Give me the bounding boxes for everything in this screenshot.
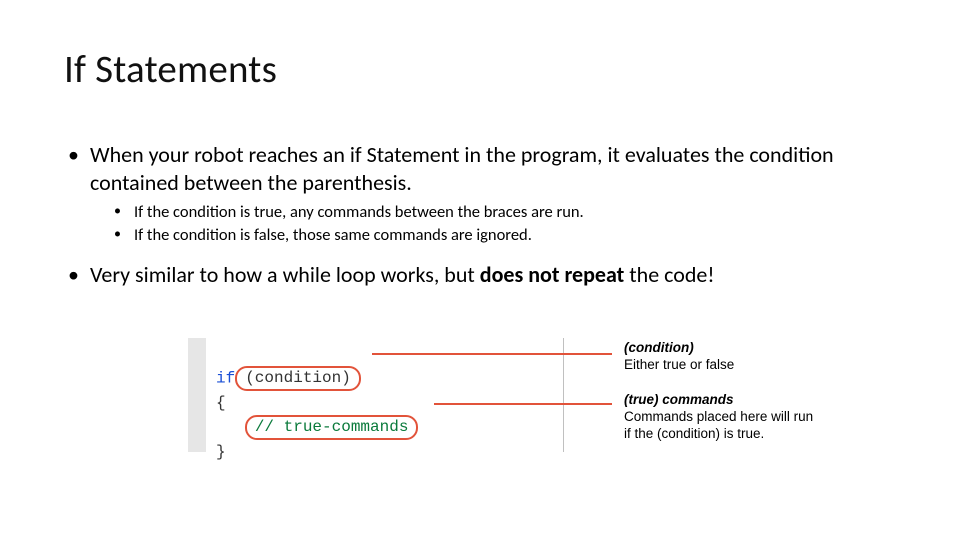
bullet-2-pre: Very similar to how a while loop works, … — [90, 261, 480, 288]
code-diagram: if(condition) { // true-commands } (cond… — [188, 338, 860, 468]
bullet-1: When your robot reaches an if Statement … — [64, 141, 896, 247]
bullet-2: Very similar to how a while loop works, … — [64, 261, 896, 289]
connector-commands — [434, 403, 612, 405]
bullet-1-sublist: If the condition is true, any commands b… — [90, 202, 896, 247]
annotation-commands-body1: Commands placed here will run — [624, 409, 813, 426]
annotation-condition-body: Either true or false — [624, 357, 734, 374]
code-close-brace: } — [216, 443, 226, 461]
bullet-2-bold: does not repeat — [480, 261, 625, 288]
code-condition-pill: (condition) — [235, 366, 361, 391]
code-commands-pill: // true-commands — [245, 415, 419, 440]
annotation-commands: (true) commands Commands placed here wil… — [624, 392, 813, 443]
annotation-commands-head: (true) commands — [624, 392, 813, 409]
code-gutter — [188, 338, 206, 452]
connector-condition — [372, 353, 612, 355]
code-block: if(condition) { // true-commands } — [216, 342, 418, 464]
annotation-commands-body2: if the (condition) is true. — [624, 426, 813, 443]
code-box: if(condition) { // true-commands } — [188, 338, 564, 452]
bullet-1b: If the condition is false, those same co… — [90, 225, 896, 246]
bullet-list: When your robot reaches an if Statement … — [64, 141, 896, 288]
slide-title: If Statements — [64, 46, 896, 93]
annotation-condition-head: (condition) — [624, 340, 734, 357]
bullet-1-text: When your robot reaches an if Statement … — [90, 141, 834, 196]
bullet-1a: If the condition is true, any commands b… — [90, 202, 896, 223]
annotation-condition: (condition) Either true or false — [624, 340, 734, 374]
code-keyword-if: if — [216, 370, 235, 388]
code-open-brace: { — [216, 394, 226, 412]
bullet-2-post: the code! — [624, 261, 714, 288]
